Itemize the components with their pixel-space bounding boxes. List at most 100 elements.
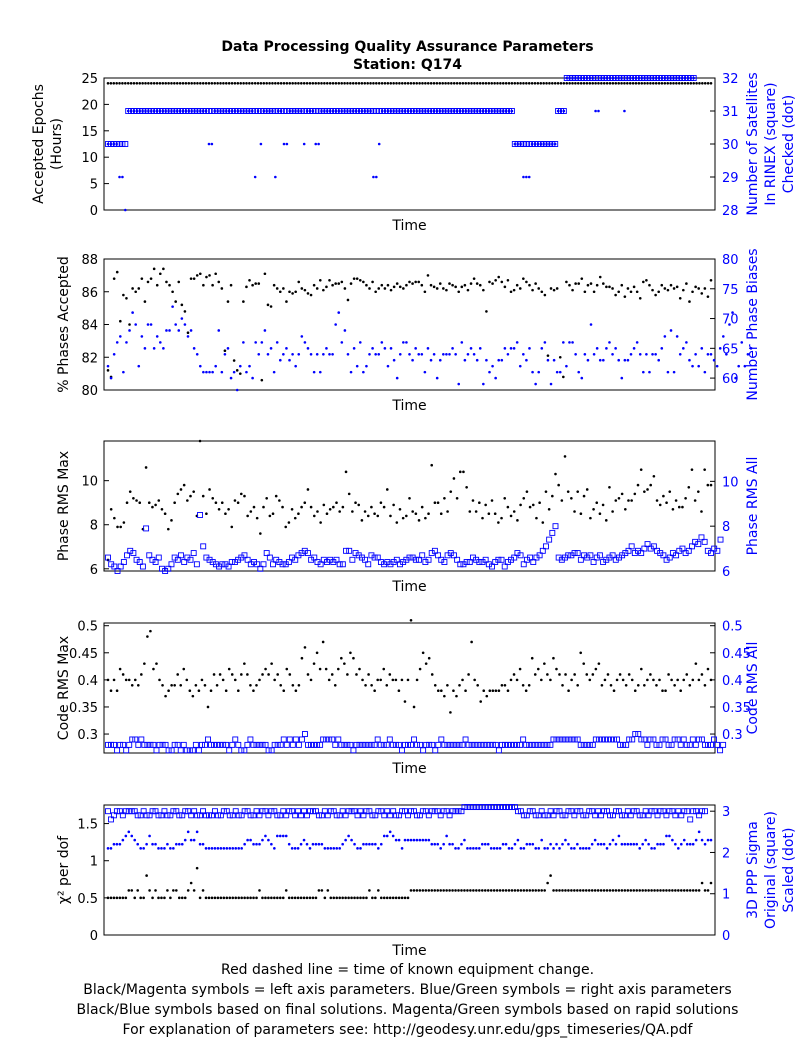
data-point-dot xyxy=(617,358,621,362)
data-point-square xyxy=(665,741,672,748)
data-point-square xyxy=(586,808,593,815)
data-point-dot xyxy=(385,488,389,491)
data-point-dot xyxy=(199,109,202,113)
data-point-dot xyxy=(349,282,353,285)
data-point-square xyxy=(420,747,427,754)
data-point-square xyxy=(681,808,688,815)
data-point-square xyxy=(536,552,543,559)
data-point-dot xyxy=(255,516,259,520)
data-point-dot xyxy=(149,323,153,326)
data-point-dot xyxy=(528,347,531,350)
data-point-square xyxy=(530,559,537,565)
data-point-dot xyxy=(230,673,234,676)
data-point-dot xyxy=(703,287,707,290)
data-point-dot xyxy=(176,673,179,676)
data-point-dot xyxy=(560,499,564,502)
data-point-dot xyxy=(318,667,322,671)
data-point-dot xyxy=(311,81,315,85)
data-point-dot xyxy=(427,838,431,842)
data-point-dot xyxy=(346,352,350,356)
data-point-square xyxy=(639,812,646,819)
data-point-square xyxy=(229,741,236,748)
data-point-dot xyxy=(433,842,437,846)
data-point-square xyxy=(495,556,502,563)
data-point-square xyxy=(339,808,346,815)
data-point-dot xyxy=(135,499,138,502)
data-point-dot xyxy=(183,323,187,326)
data-point-dot xyxy=(302,81,306,85)
data-point-dot xyxy=(293,516,297,520)
data-point-dot xyxy=(371,347,374,350)
data-point-square xyxy=(369,812,376,819)
data-point-square xyxy=(265,812,272,819)
data-point-square xyxy=(657,808,664,815)
data-point-square xyxy=(241,808,248,815)
data-point-dot xyxy=(458,109,462,113)
data-point-dot xyxy=(546,354,550,357)
data-point-dot xyxy=(493,81,496,85)
data-point-dot xyxy=(577,282,581,285)
data-point-dot xyxy=(140,673,143,676)
data-point-dot xyxy=(539,81,543,85)
figure-title-block: Data Processing Quality Assurance Parame… xyxy=(0,38,800,74)
data-point-dot xyxy=(638,352,642,356)
data-point-square xyxy=(675,808,682,815)
series-right-dot xyxy=(106,76,695,212)
data-point-dot xyxy=(138,109,142,113)
data-point-dot xyxy=(392,81,395,85)
data-point-dot xyxy=(109,896,113,900)
data-point-dot xyxy=(400,896,404,900)
data-point-dot xyxy=(588,81,592,85)
data-point-dot xyxy=(343,287,347,290)
data-point-dot xyxy=(461,678,464,682)
data-point-square xyxy=(511,554,518,561)
data-point-dot xyxy=(458,683,461,687)
data-point-dot xyxy=(159,341,162,344)
data-point-dot xyxy=(394,678,398,682)
left-tick-label: 82 xyxy=(81,351,98,366)
data-point-dot xyxy=(319,521,322,524)
data-point-square xyxy=(347,741,354,748)
data-point-dot xyxy=(655,499,659,502)
data-point-dot xyxy=(421,838,425,842)
data-point-square xyxy=(256,812,263,819)
left-tick-label: 0 xyxy=(90,204,98,219)
left-tick-label: 8 xyxy=(90,519,98,534)
data-point-dot xyxy=(635,341,639,344)
data-point-square xyxy=(656,741,663,748)
data-point-dot xyxy=(226,347,230,350)
data-point-dot xyxy=(602,81,606,85)
data-point-square xyxy=(476,804,483,811)
data-point-dot xyxy=(267,838,270,842)
data-point-dot xyxy=(620,376,624,380)
data-point-dot xyxy=(545,142,548,146)
data-point-dot xyxy=(352,656,355,660)
data-point-dot xyxy=(447,109,450,113)
data-point-dot xyxy=(442,287,445,290)
data-point-dot xyxy=(611,76,615,80)
data-point-dot xyxy=(644,838,647,842)
data-point-dot xyxy=(672,81,675,85)
data-point-square xyxy=(139,563,146,570)
data-point-dot xyxy=(291,683,295,687)
data-point-dot xyxy=(482,288,485,292)
right-tick-label: 0.35 xyxy=(722,701,751,716)
data-point-dot xyxy=(668,834,671,838)
data-point-dot xyxy=(148,834,151,838)
data-point-dot xyxy=(373,512,376,516)
data-point-dot xyxy=(469,889,472,892)
data-point-dot xyxy=(630,678,634,682)
data-point-dot xyxy=(351,109,355,113)
data-point-dot xyxy=(296,847,300,850)
data-point-dot xyxy=(369,109,372,113)
data-point-dot xyxy=(232,370,236,374)
data-point-square xyxy=(447,741,454,748)
data-point-square xyxy=(417,741,424,748)
data-point-square xyxy=(621,812,628,819)
data-point-dot xyxy=(582,76,586,80)
data-point-dot xyxy=(429,81,433,85)
data-point-dot xyxy=(605,347,608,350)
data-point-square xyxy=(247,812,254,819)
data-point-square xyxy=(708,741,714,748)
data-point-dot xyxy=(424,516,427,520)
